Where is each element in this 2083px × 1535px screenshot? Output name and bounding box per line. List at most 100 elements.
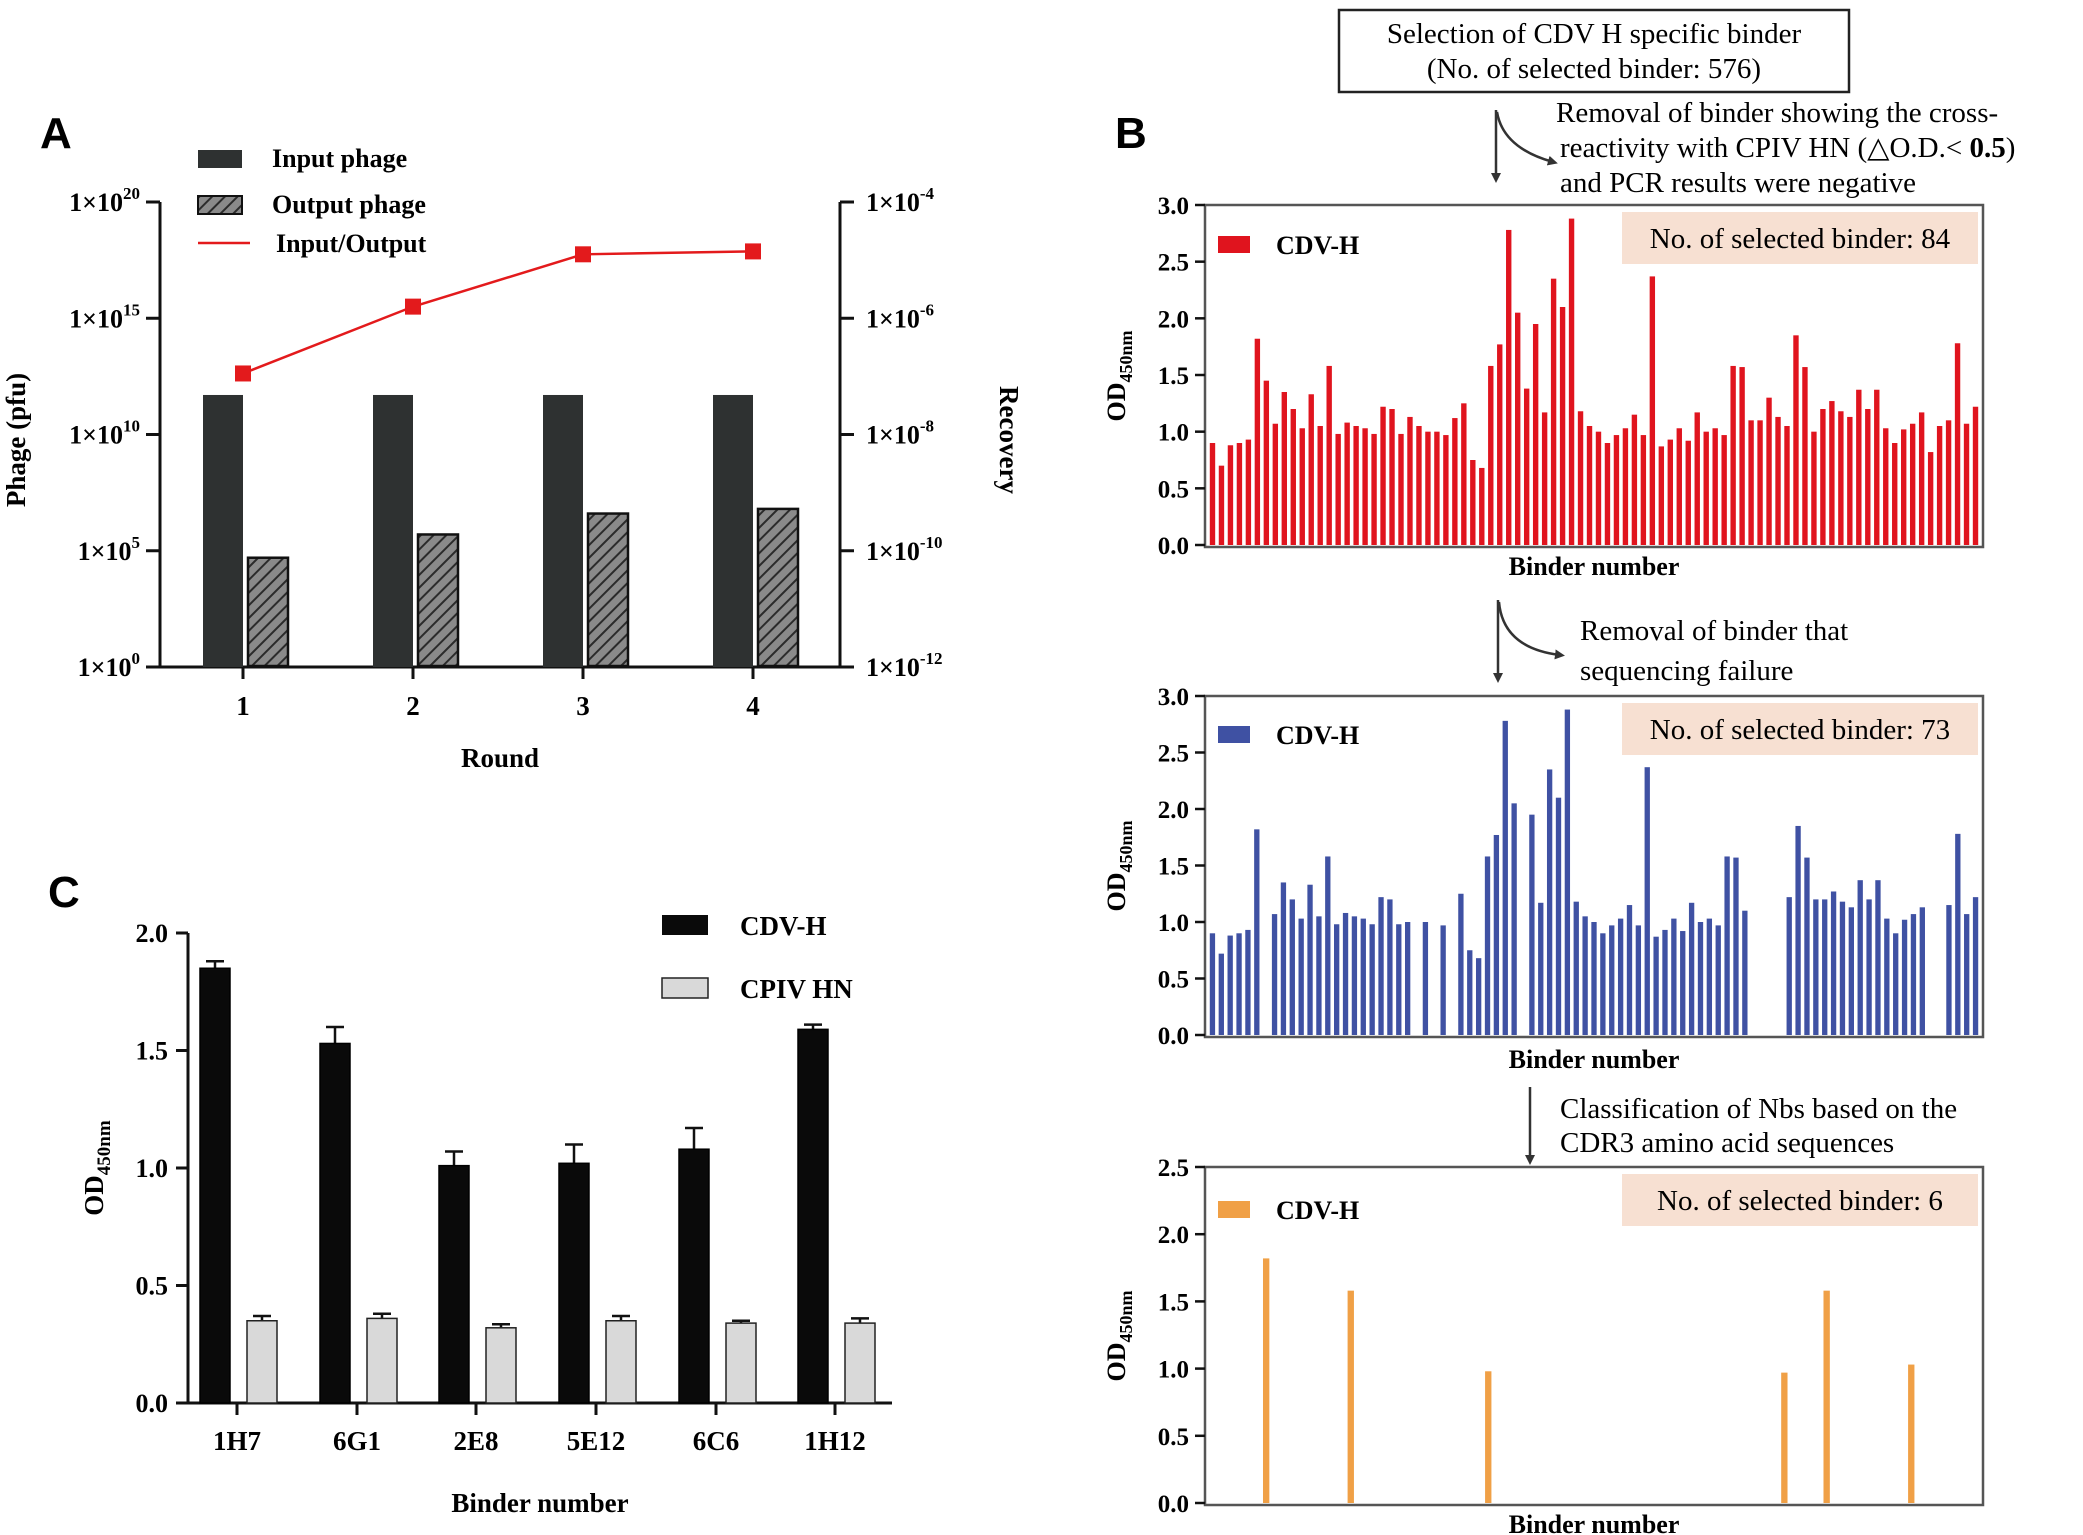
panel-c-label: C	[48, 868, 80, 917]
step1-line3: and PCR results were negative	[1560, 167, 1916, 199]
b-bar	[1502, 720, 1508, 1035]
a-bar-input	[203, 394, 243, 667]
b-bar	[1387, 899, 1393, 1035]
b-bar	[1653, 936, 1659, 1035]
b-bar	[1236, 443, 1243, 545]
b-bar	[1407, 416, 1413, 545]
b-y-tick-label: 0.0	[1158, 1491, 1189, 1518]
a-right-tick-label: 1×10-6	[866, 300, 934, 333]
b-bar	[1470, 460, 1476, 545]
b-bar	[1485, 1371, 1492, 1503]
b-bar	[1694, 412, 1700, 545]
b-bar	[1467, 950, 1473, 1035]
b-bar	[1577, 411, 1584, 545]
b-bar	[1280, 882, 1287, 1035]
step1-line2a: reactivity with CPIV HN (△O.D.<	[1560, 132, 1969, 164]
b2-ylabel: OD450nm	[1102, 820, 1136, 911]
b-bar	[1546, 769, 1553, 1035]
b1-ylabel-main: OD	[1102, 383, 1131, 422]
b-bar	[1298, 918, 1304, 1035]
b-bar	[1488, 365, 1494, 545]
b-bar	[1351, 916, 1358, 1035]
b-bar	[1893, 933, 1899, 1035]
panel-c-ylabel-sub: 450nm	[94, 1120, 115, 1175]
b-bar	[1786, 897, 1792, 1035]
panel-c-ylabel: OD450nm	[79, 1120, 115, 1216]
b-bar	[1396, 924, 1402, 1035]
b-bar	[1892, 443, 1898, 545]
b2-count-box	[1622, 703, 1978, 755]
b3-count-box	[1622, 1174, 1978, 1226]
b-bar	[1360, 918, 1366, 1035]
c-bar-cpivhn	[844, 1322, 876, 1404]
b-bar	[1721, 435, 1727, 545]
b-bar	[1909, 423, 1916, 545]
b-bar	[1316, 916, 1322, 1035]
a-left-tick-label: 1×1010	[69, 417, 140, 450]
c-y-tick-label: 1.5	[136, 1037, 169, 1066]
b-bar	[1307, 884, 1313, 1035]
b2-xlabel: Binder number	[1509, 1045, 1680, 1074]
b1-ylabel: OD450nm	[1102, 330, 1136, 421]
b-bar	[1901, 919, 1908, 1035]
b-y-tick-label: 1.0	[1158, 910, 1189, 937]
b-y-tick-label: 3.0	[1158, 684, 1189, 711]
b-bar	[1475, 958, 1482, 1035]
a-right-tick-mant: 1×10	[866, 421, 920, 450]
b1-count-text: No. of selected binder: 84	[1650, 223, 1951, 255]
b-bar	[1640, 435, 1647, 545]
a-right-tick-exp: -8	[920, 417, 934, 436]
b-bar	[1680, 931, 1686, 1035]
b-bar	[1676, 428, 1682, 545]
b1-xlabel: Binder number	[1509, 552, 1680, 581]
legend-input-phage-swatch	[198, 150, 242, 168]
step1-line2c: )	[2006, 132, 2016, 164]
b-bar	[1963, 423, 1970, 545]
b-bar	[1458, 893, 1464, 1035]
b-bar	[1218, 465, 1225, 545]
step1-line2b: 0.5	[1969, 132, 2005, 164]
b-bar	[1793, 335, 1799, 545]
a-left-tick-exp: 15	[123, 300, 140, 319]
c-bar-cdvh	[558, 1162, 590, 1404]
b2-count-text: No. of selected binder: 73	[1650, 714, 1950, 746]
b-bar	[1908, 1364, 1915, 1503]
c-y-tick-label: 0.5	[136, 1272, 169, 1301]
c-x-tick-label: 5E12	[567, 1426, 626, 1456]
c-bar-cpivhn	[485, 1327, 517, 1404]
b-bar	[1532, 324, 1539, 545]
b-bar	[1422, 922, 1429, 1035]
a-right-tick-exp: -4	[920, 184, 935, 203]
b-bar	[1781, 1372, 1788, 1503]
b-bar	[1830, 891, 1837, 1035]
panel-b-label: B	[1115, 109, 1147, 158]
panel-c-legend: CDV-H CPIV HN	[661, 911, 853, 1004]
a-ratio-marker	[745, 243, 761, 260]
b-bar	[1272, 423, 1279, 545]
step1-line1: Removal of binder showing the cross-	[1556, 97, 1998, 129]
b-bar	[1733, 857, 1739, 1035]
b-y-tick-label: 2.0	[1158, 797, 1189, 824]
c-bar-cdvh	[797, 1028, 829, 1404]
b-bar	[1479, 467, 1485, 545]
b-bar	[1245, 439, 1252, 545]
a-bar-output	[586, 512, 630, 668]
b1-ylabel-sub: 450nm	[1116, 330, 1136, 382]
b-bar	[1823, 1290, 1830, 1503]
c-bar-cpivhn	[605, 1320, 637, 1404]
b-y-tick-label: 0.5	[1158, 1424, 1189, 1451]
b-bar	[1263, 380, 1270, 545]
b-bar	[1344, 422, 1350, 545]
panel-a-legend: Input phage Output phage Input/Output	[197, 144, 427, 258]
panel-b-chart-2: No. of selected binder: 73 CDV-H 0.0 0.5 1…	[1102, 684, 1985, 1074]
b2-y-ticks: 0.0 0.5 1.0 1.5 2.0 2.5 3.0	[1158, 684, 1205, 1050]
b1-bars	[1209, 218, 1979, 545]
c-y-tick-label: 2.0	[136, 919, 169, 948]
b-bar	[1325, 856, 1331, 1035]
flow-branch-arrow-1	[1495, 111, 1558, 166]
b-bar	[1706, 918, 1713, 1035]
b-y-tick-label: 2.0	[1158, 306, 1189, 333]
b-y-tick-label: 2.5	[1158, 250, 1189, 277]
panel-a: A Input phage Output phage Input/Output …	[1, 109, 1024, 773]
